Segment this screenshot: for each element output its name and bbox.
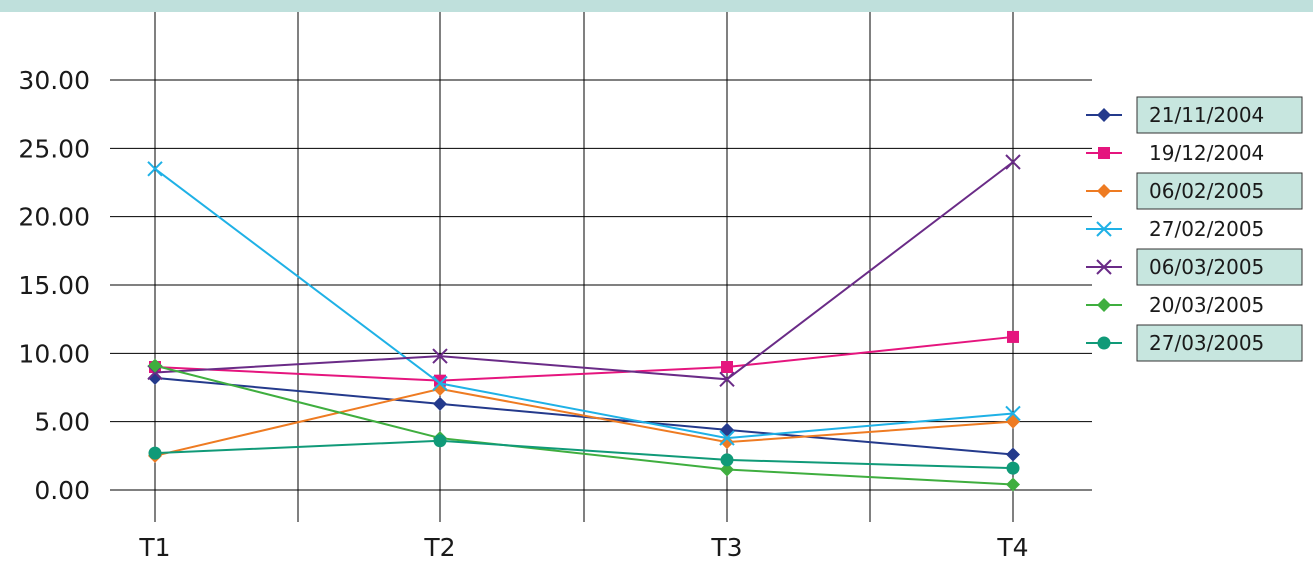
series-group	[147, 154, 1021, 492]
data-point	[432, 375, 448, 392]
data-point	[1005, 405, 1021, 422]
legend-marker	[1097, 298, 1111, 312]
data-point	[433, 396, 447, 411]
series-line-4	[154, 161, 1014, 381]
data-point	[148, 446, 162, 460]
legend-entry-box	[1137, 135, 1302, 171]
data-point	[1006, 477, 1020, 492]
legend-entry-label: 27/03/2005	[1149, 331, 1264, 355]
x-tick-label: T2	[423, 533, 455, 562]
y-axis-ticks: 0.00 5.00 10.00 15.00 20.00 25.00 30.00	[18, 66, 90, 505]
data-point	[148, 358, 162, 373]
y-tick-label: 20.00	[18, 203, 90, 232]
legend-marker	[1097, 184, 1111, 198]
data-point	[147, 161, 163, 177]
data-point	[432, 348, 448, 364]
data-point	[719, 371, 735, 388]
legend-entry-box	[1136, 172, 1303, 210]
y-tick-label: 25.00	[18, 134, 90, 163]
legend-entry-label: 20/03/2005	[1149, 293, 1264, 317]
legend-entry-label: 06/02/2005	[1149, 179, 1264, 203]
series-line-3	[154, 168, 1014, 440]
data-point	[720, 422, 734, 437]
data-point	[148, 370, 162, 385]
legend-marker	[1097, 108, 1111, 122]
x-axis-ticks: T1 T2 T3 T4	[138, 533, 1028, 562]
data-point	[1006, 447, 1020, 462]
legend-entry-box	[1137, 287, 1302, 323]
y-tick-label: 10.00	[18, 339, 90, 368]
data-point	[1006, 461, 1020, 475]
data-point	[1007, 330, 1019, 343]
data-point	[721, 361, 733, 373]
legend-entry-box	[1137, 211, 1302, 247]
series-line-5	[154, 364, 1014, 486]
top-band	[0, 0, 1313, 12]
y-tick-label: 5.00	[34, 408, 90, 437]
legend-entry-box	[1136, 96, 1303, 134]
series-line-0	[154, 376, 1014, 456]
legend-entry-label: 27/02/2005	[1149, 217, 1264, 241]
legend-entry-box	[1136, 248, 1303, 286]
x-tick-label: T3	[710, 533, 742, 562]
data-point	[433, 381, 447, 396]
series-line-6	[154, 439, 1014, 470]
data-point	[1005, 154, 1021, 170]
x-tick-label: T1	[138, 533, 170, 562]
legend-marker	[1096, 259, 1112, 275]
series-line-2	[154, 387, 1014, 457]
data-point	[720, 453, 734, 467]
legend-marker	[1098, 147, 1110, 159]
y-tick-label: 30.00	[18, 66, 90, 95]
x-tick-label: T4	[996, 533, 1028, 562]
legend: 21/11/2004 19/12/2004 06/02/2005 27/02/2005…	[1086, 96, 1303, 362]
legend-entry-label: 21/11/2004	[1149, 103, 1264, 127]
data-point	[720, 462, 734, 477]
y-tick-label: 0.00	[34, 476, 90, 505]
legend-marker	[1097, 336, 1111, 350]
series-line-1	[154, 335, 1014, 382]
data-point	[433, 434, 447, 448]
legend-entry-label: 06/03/2005	[1149, 255, 1264, 279]
legend-entry-box	[1136, 324, 1303, 362]
grid	[110, 12, 1092, 522]
y-tick-label: 15.00	[18, 271, 90, 300]
legend-entry-label: 19/12/2004	[1149, 141, 1264, 165]
data-point	[719, 430, 735, 446]
data-point	[1006, 414, 1020, 429]
legend-marker	[1096, 221, 1112, 237]
